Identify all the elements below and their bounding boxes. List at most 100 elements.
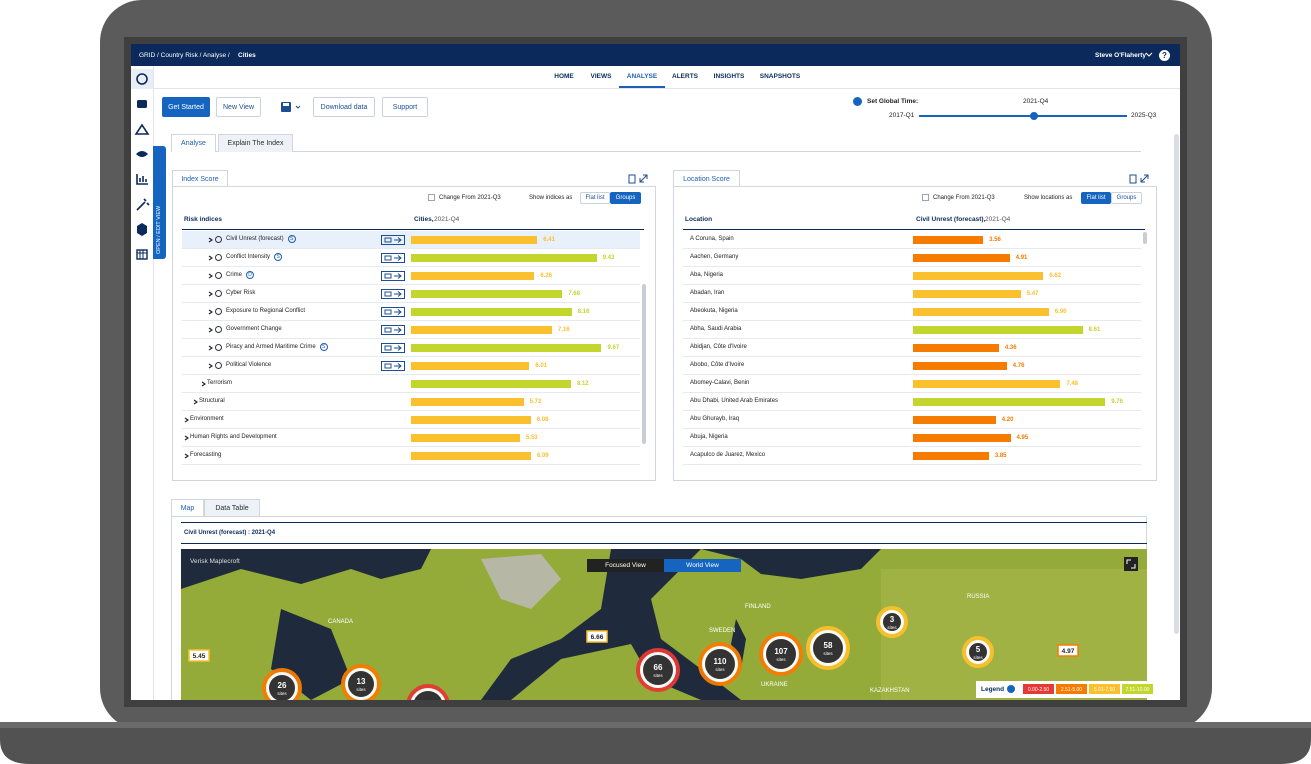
save-button[interactable]: [277, 97, 305, 117]
page-scrollbar[interactable]: [1174, 134, 1179, 634]
embed-button[interactable]: [381, 253, 405, 263]
flat-list-toggle[interactable]: Flat list: [580, 192, 610, 204]
cluster-core[interactable]: [883, 613, 901, 631]
main-tab[interactable]: Explain The Index: [218, 134, 293, 152]
table-row[interactable]: [182, 249, 640, 267]
row-name[interactable]: Structural: [199, 398, 225, 404]
export-icon[interactable]: [1129, 174, 1137, 184]
score-callout[interactable]: [586, 630, 608, 643]
info-icon[interactable]: [215, 272, 222, 279]
row-name[interactable]: Aachen, Germany: [690, 254, 739, 260]
cluster-core[interactable]: [766, 639, 796, 669]
cluster-core[interactable]: [269, 675, 295, 700]
table-row[interactable]: [683, 267, 1141, 285]
box-icon[interactable]: [137, 223, 147, 236]
table-row[interactable]: [182, 321, 640, 339]
chevron-icon[interactable]: [184, 417, 189, 423]
cluster-core[interactable]: [813, 633, 843, 663]
nav-item[interactable]: ALERTS: [672, 73, 698, 80]
table-icon[interactable]: [136, 249, 148, 260]
embed-button[interactable]: [381, 307, 405, 317]
score-callout[interactable]: [1057, 644, 1079, 657]
embed-button[interactable]: [381, 361, 405, 371]
map[interactable]: CANADA FINLAND SWEDEN RUSSIA UKRAINE KAZAKHST…: [181, 549, 1147, 700]
row-name[interactable]: Piracy and Armed Maritime Crime: [226, 344, 316, 350]
cluster-core[interactable]: [643, 655, 673, 685]
chevron-icon[interactable]: [201, 381, 206, 387]
table-row[interactable]: [182, 429, 640, 447]
row-name[interactable]: Civil Unrest (forecast): [226, 236, 284, 242]
cluster-core[interactable]: [705, 649, 735, 679]
chevron-icon[interactable]: [193, 399, 198, 405]
table-row[interactable]: [683, 249, 1141, 267]
flat-list-toggle[interactable]: Flat list: [1081, 192, 1111, 204]
nav-item[interactable]: VIEWS: [590, 73, 612, 80]
toolbar-button[interactable]: New View: [216, 97, 261, 117]
open-edit-view-label[interactable]: OPEN / EDIT VIEW: [156, 205, 162, 254]
info-icon[interactable]: [215, 290, 222, 297]
time-slider-track[interactable]: [919, 115, 1127, 117]
chevron-icon[interactable]: [208, 309, 213, 315]
chevron-icon[interactable]: [208, 237, 213, 243]
table-row[interactable]: [182, 411, 640, 429]
table-row[interactable]: [182, 303, 640, 321]
toolbar-button[interactable]: Get Started: [162, 97, 210, 117]
info-icon[interactable]: [215, 344, 222, 351]
row-name[interactable]: Abobo, Côte d'Ivoire: [690, 362, 745, 368]
embed-button[interactable]: [381, 271, 405, 281]
chevron-icon[interactable]: [208, 291, 213, 297]
alert-icon[interactable]: [134, 123, 150, 135]
row-name[interactable]: Political Violence: [226, 362, 272, 368]
row-name[interactable]: Abadan, Iran: [690, 290, 725, 296]
table-row[interactable]: [683, 393, 1141, 411]
groups-toggle[interactable]: Groups: [1111, 192, 1142, 204]
row-name[interactable]: Cyber Risk: [226, 290, 256, 296]
table-row[interactable]: [683, 429, 1141, 447]
row-name[interactable]: Government Change: [226, 326, 282, 332]
user-chevron[interactable]: [1145, 52, 1153, 58]
row-name[interactable]: A Coruna, Spain: [690, 236, 734, 242]
row-name[interactable]: Terrorism: [207, 380, 232, 386]
chart-icon[interactable]: [136, 174, 148, 185]
table-row[interactable]: [683, 231, 1141, 249]
open-edit-view-tab[interactable]: [153, 146, 166, 259]
toolbar-button[interactable]: Download data: [313, 97, 375, 117]
chevron-icon[interactable]: [208, 255, 213, 261]
row-name[interactable]: Abidjan, Côte d'Ivoire: [690, 344, 747, 350]
table-row[interactable]: [683, 357, 1141, 375]
table-row[interactable]: [182, 339, 640, 357]
checkbox[interactable]: [922, 194, 929, 201]
map-tab[interactable]: Map: [171, 499, 204, 517]
table-row[interactable]: [182, 447, 640, 465]
row-name[interactable]: Environment: [190, 416, 224, 422]
chevron-icon[interactable]: [208, 327, 213, 333]
row-name[interactable]: Human Rights and Development: [190, 434, 277, 440]
hand-icon[interactable]: [136, 151, 148, 157]
info-icon[interactable]: [215, 236, 222, 243]
table-row[interactable]: [182, 393, 640, 411]
fullscreen-button[interactable]: [1124, 557, 1138, 571]
embed-button[interactable]: [381, 325, 405, 335]
cluster-core[interactable]: [348, 671, 374, 697]
nav-item[interactable]: INSIGHTS: [713, 73, 745, 80]
table-row[interactable]: [683, 303, 1141, 321]
row-name[interactable]: Abuja, Nigeria: [690, 434, 728, 440]
table-row[interactable]: [683, 447, 1141, 465]
panel-actions[interactable]: [628, 174, 650, 184]
row-name[interactable]: Abu Dhabi, United Arab Emirates: [690, 398, 779, 404]
row-name[interactable]: Acapulco de Juarez, Mexico: [690, 452, 766, 458]
row-name[interactable]: Crime: [226, 272, 242, 278]
nav-item[interactable]: SNAPSHOTS: [759, 73, 801, 80]
chevron-icon[interactable]: [208, 363, 213, 369]
chevron-icon[interactable]: [208, 345, 213, 351]
map-tab[interactable]: Data Table: [204, 499, 260, 517]
embed-button[interactable]: [381, 343, 405, 353]
row-name[interactable]: Exposure to Regional Conflict: [226, 308, 306, 314]
panel-tab[interactable]: Location Score: [673, 170, 740, 187]
chevron-icon[interactable]: [208, 273, 213, 279]
nav-item[interactable]: HOME: [554, 73, 574, 80]
table-row[interactable]: [683, 285, 1141, 303]
checkbox[interactable]: [428, 194, 435, 201]
panel-tab[interactable]: Index Score: [172, 170, 228, 187]
cluster-core[interactable]: [969, 643, 987, 661]
